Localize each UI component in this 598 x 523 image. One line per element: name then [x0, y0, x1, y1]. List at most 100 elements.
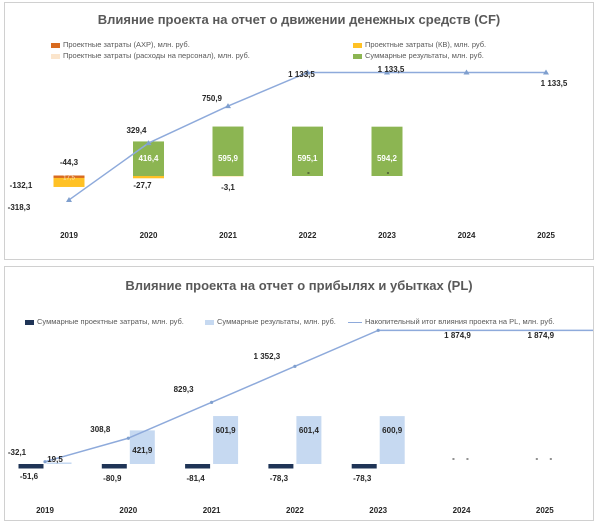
cf-bar-ahr-label: 17,5 [63, 176, 75, 182]
pl-x-tick: 2022 [286, 506, 304, 515]
cf-cumulative-point [463, 69, 470, 75]
cf-legend-results: Суммарные результаты, млн. руб. [353, 51, 484, 60]
pl-bar-results [379, 416, 405, 464]
pl-legend-cumulative: Накопительный итог влияния проекта на PL… [348, 317, 555, 326]
pl-chart-plot: 2019 2020 2021 2022 2023 2024 2025 19,5 421,9 601… [8, 328, 593, 515]
pl-cost-label: - [452, 454, 455, 463]
pl-results-label: 601,4 [299, 426, 320, 435]
cf-cumulative-label: 1 133,5 [288, 70, 315, 79]
cf-x-tick: 2019 [60, 231, 78, 240]
cf-bar-results [292, 126, 323, 176]
cf-legend-results-label: Суммарные результаты, млн. руб. [365, 51, 484, 60]
pl-bar-results [213, 416, 239, 464]
pl-cumulative-point [43, 460, 47, 464]
pl-results-label: 600,9 [382, 426, 403, 435]
cf-cost-label: -3,1 [221, 183, 235, 192]
pl-bar-costs [268, 464, 294, 469]
cf-chart-title: Влияние проекта на отчет о движении дене… [97, 12, 501, 27]
cf-results-label: 595,1 [297, 154, 318, 163]
pl-bar-results [296, 416, 322, 464]
cf-x-tick: 2023 [378, 231, 396, 240]
cf-cumulative-point [384, 69, 390, 75]
pl-chart-panel: Влияние проекта на отчет о прибылях и уб… [4, 266, 594, 521]
cf-bar-results [133, 141, 164, 176]
pl-cumulative-point [126, 436, 130, 440]
cf-results-label: 594,2 [377, 154, 398, 163]
pl-legend-costs-swatch [25, 319, 34, 325]
pl-chart-title: Влияние проекта на отчет о прибылях и уб… [125, 278, 473, 293]
cf-cumulative-point [304, 69, 311, 75]
cf-cumulative-point [225, 103, 231, 109]
cf-cost-label: - [387, 168, 390, 177]
pl-bar-costs [101, 464, 127, 469]
pl-x-tick: 2025 [536, 506, 554, 515]
pl-bar-results [46, 462, 72, 464]
cf-cumulative-point [543, 69, 549, 75]
pl-cost-label: -51,6 [20, 472, 39, 481]
pl-bar-costs [18, 464, 44, 469]
cf-cumulative-point [145, 140, 152, 146]
cf-bar-results [371, 126, 403, 176]
pl-legend-cumulative-line [348, 321, 362, 323]
cf-legend-ahr-swatch [51, 42, 60, 48]
cf-legend-results-swatch [353, 53, 362, 59]
cf-cumulative-label: 1 133,5 [541, 79, 568, 88]
pl-bar-costs [351, 464, 377, 469]
pl-cumulative-label: 829,3 [174, 385, 195, 394]
pl-cumulative-line [44, 329, 593, 463]
pl-results-label: - [549, 454, 552, 463]
cf-bar-results [212, 126, 244, 176]
cf-legend-personnel-swatch [51, 53, 60, 59]
cf-legend-ahr: Проектные затраты (АХР), млн. руб. [51, 40, 190, 49]
cf-cost-label: - [307, 168, 310, 177]
pl-x-tick: 2020 [119, 506, 137, 515]
pl-x-tick: 2021 [203, 506, 221, 515]
pl-cumulative-label: 1 874,9 [444, 331, 471, 340]
pl-cumulative-point [293, 364, 297, 368]
pl-legend-cumulative-label: Накопительный итог влияния проекта на PL… [365, 317, 555, 326]
cf-legend-ahr-label: Проектные затраты (АХР), млн. руб. [63, 40, 190, 49]
cf-x-tick: 2025 [537, 231, 555, 240]
pl-results-label: 421,9 [132, 446, 153, 455]
pl-legend-costs: Суммарные проектные затраты, млн. руб. [25, 317, 184, 326]
cf-legend-personnel-label: Проектные затраты (расходы на персонал),… [63, 51, 250, 60]
pl-cumulative-label: 1 874,9 [527, 331, 554, 340]
cf-cumulative-point [66, 196, 72, 202]
pl-cumulative-label: 308,8 [90, 425, 111, 434]
cf-x-tick: 2021 [219, 231, 237, 240]
cf-cumulative-label: -318,3 [8, 203, 31, 212]
pl-cumulative-point [210, 400, 214, 404]
pl-results-label: 19,5 [47, 455, 63, 464]
pl-results-label: - [466, 454, 469, 463]
pl-cumulative-label: 1 352,3 [254, 352, 281, 361]
cf-chart-plot: 2019 2020 2021 2022 2023 2024 2025 17,5 416,4 595… [8, 65, 568, 240]
pl-legend-results: Суммарные результаты, млн. руб. [205, 317, 336, 326]
cf-chart-panel: Влияние проекта на отчет о движении дене… [4, 2, 594, 260]
pl-cumulative-point [376, 328, 380, 332]
cf-results-label: 416,4 [138, 154, 159, 163]
pl-cumulative-label: -32,1 [8, 448, 27, 457]
cf-x-tick: 2022 [299, 231, 317, 240]
cf-cost-label: -132,1 [10, 181, 33, 190]
cf-x-tick: 2020 [140, 231, 158, 240]
pl-cost-label: - [535, 454, 538, 463]
pl-legend-costs-label: Суммарные проектные затраты, млн. руб. [37, 317, 184, 326]
cf-ahr-total-label: -44,3 [60, 158, 79, 167]
cf-legend-kv: Проектные затраты (КВ), млн. руб. [353, 40, 486, 49]
pl-cost-label: -78,3 [270, 474, 289, 483]
pl-legend-results-swatch [205, 319, 214, 325]
pl-cost-label: -80,9 [103, 474, 122, 483]
pl-legend-results-label: Суммарные результаты, млн. руб. [217, 317, 336, 326]
cf-cumulative-label: 1 133,5 [378, 65, 405, 74]
cf-legend-kv-label: Проектные затраты (КВ), млн. руб. [365, 40, 487, 49]
pl-x-tick: 2019 [36, 506, 54, 515]
cf-cost-label: -27,7 [133, 181, 152, 190]
cf-bar-ahr [53, 175, 85, 178]
pl-x-tick: 2024 [453, 506, 471, 515]
pl-cost-label: -78,3 [353, 474, 372, 483]
cf-x-tick: 2024 [458, 231, 476, 240]
cf-cumulative-label: 750,9 [202, 94, 223, 103]
pl-bar-costs [185, 464, 211, 469]
pl-x-tick: 2023 [369, 506, 387, 515]
pl-results-label: 601,9 [216, 426, 237, 435]
